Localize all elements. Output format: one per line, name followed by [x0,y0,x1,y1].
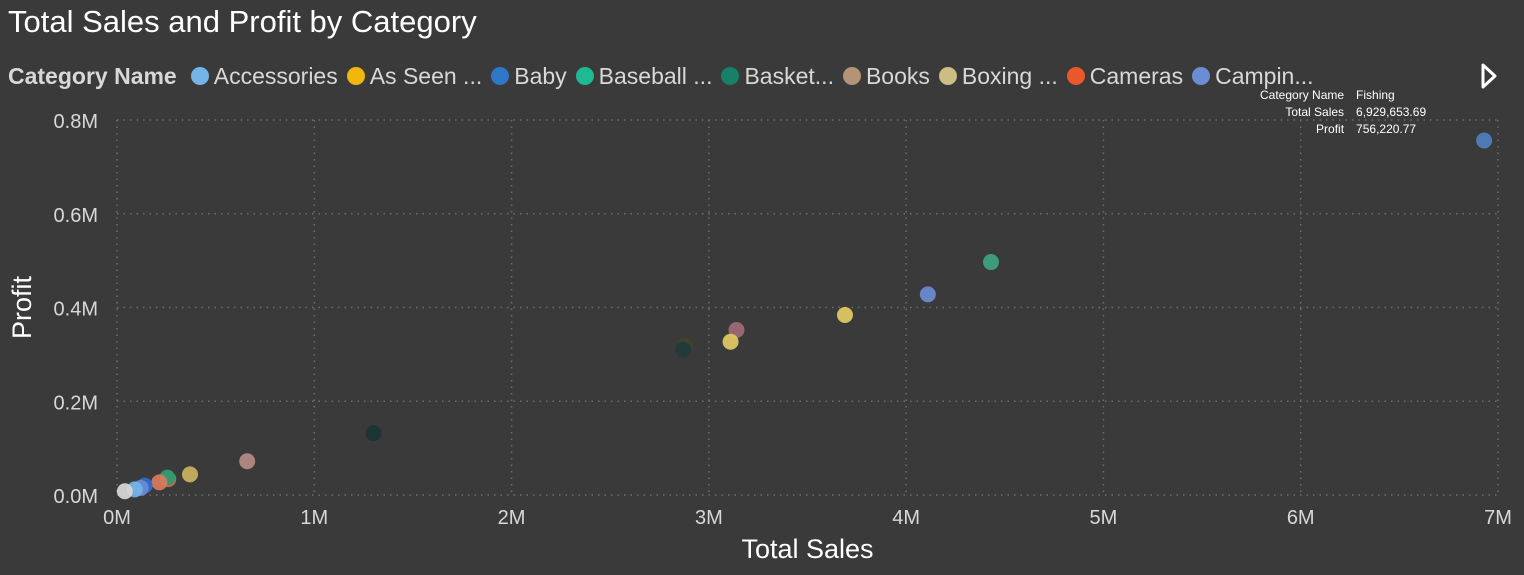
y-tick-label: 0.2M [54,392,98,414]
y-axis-title: Profit [7,275,37,339]
data-point [181,466,198,483]
tooltip-value: 6,929,653.69 [1356,105,1427,119]
legend-item-label: Campin... [1215,62,1314,89]
x-tick-label: 6M [1287,507,1315,529]
legend-item-label: As Seen ... [369,62,483,89]
data-point [982,254,999,271]
tooltip-key: Total Sales [1285,105,1345,119]
data-point [722,333,739,350]
legend-color-dot [346,67,365,85]
legend-color-dot [842,67,861,85]
legend-item[interactable]: As Seen ... [346,62,483,90]
tooltip-row: Profit 756,220.77 [1260,121,1426,138]
legend-items: Accessories As Seen ... Baby Baseball ... Ba… [190,62,1323,90]
tooltip-value: 756,220.77 [1356,122,1417,136]
legend-item-label: Accessories [213,62,338,89]
x-tick-label: 0M [103,507,131,529]
data-point [836,307,853,323]
legend-item[interactable]: Cameras [1066,62,1184,90]
legend-item[interactable]: Boxing ... [938,62,1058,90]
data-point [675,341,692,358]
data-point [239,453,256,470]
legend: Category Name Accessories As Seen ... Baby… [8,60,1393,92]
legend-item-label: Baby [514,62,567,89]
y-tick-label: 0.0M [54,486,98,508]
legend-color-dot [938,67,957,85]
legend-item[interactable]: Baseball ... [575,62,713,90]
legend-item[interactable]: Books [842,62,930,90]
legend-color-dot [1066,67,1085,85]
tooltip-value: Fishing [1356,88,1395,102]
data-point [151,474,168,491]
legend-item-label: Boxing ... [961,62,1058,89]
tooltip-key: Profit [1316,122,1345,136]
tooltip: Category Name Fishing Total Sales 6,929,… [1260,87,1426,138]
legend-item[interactable]: Baby [491,62,567,90]
x-tick-label: 5M [1090,507,1118,529]
x-tick-label: 7M [1484,507,1512,529]
legend-item-label: Cameras [1089,62,1184,89]
legend-item[interactable]: Campin... [1192,62,1314,90]
chart-title: Total Sales and Profit by Category [8,4,477,39]
y-tick-label: 0.6M [54,205,98,227]
legend-item-label: Books [865,62,930,89]
legend-color-dot [491,67,510,85]
tooltip-key: Category Name [1260,88,1345,102]
legend-color-dot [190,67,209,85]
data-point [1476,132,1493,149]
legend-item-label: Baseball ... [598,62,713,89]
legend-color-dot [575,67,594,85]
legend-item-label: Basket... [744,62,834,89]
x-tick-label: 2M [498,507,526,529]
data-point [116,483,133,500]
x-axis-title: Total Sales [741,534,873,564]
legend-item[interactable]: Basket... [721,62,834,90]
tooltip-row: Category Name Fishing [1260,87,1426,104]
legend-item[interactable]: Accessories [190,62,338,90]
tooltip-row: Total Sales 6,929,653.69 [1260,104,1426,121]
legend-color-dot [721,67,740,85]
x-tick-label: 3M [695,507,723,529]
legend-color-dot [1192,67,1211,85]
data-point [919,286,936,303]
y-tick-label: 0.8M [54,111,98,133]
data-point [365,425,382,442]
play-arrow-icon [1481,63,1497,89]
y-tick-label: 0.4M [54,299,98,321]
x-tick-label: 4M [892,507,920,529]
legend-title: Category Name [8,62,177,89]
x-tick-label: 1M [300,507,328,529]
legend-next-arrow-icon[interactable] [1476,62,1502,90]
